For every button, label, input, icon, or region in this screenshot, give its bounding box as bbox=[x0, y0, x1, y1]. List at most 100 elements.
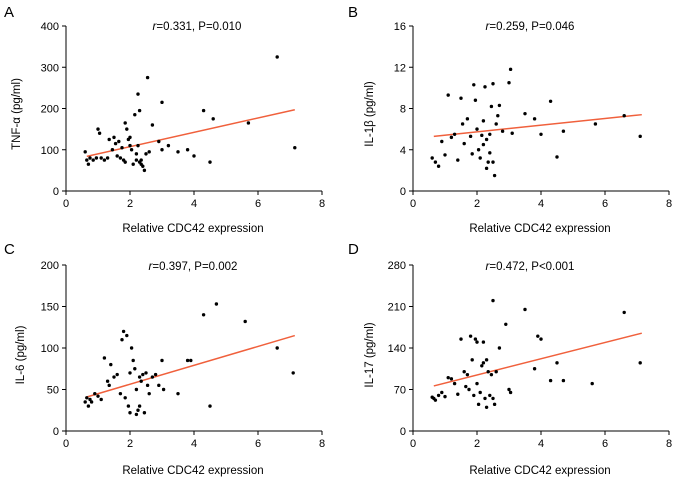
x-tick-label-a: 4 bbox=[191, 198, 197, 210]
data-point-d bbox=[449, 377, 454, 381]
panel-a: A r=0.331, P=0.010 TNF-α (pg/ml) Relativ… bbox=[4, 4, 325, 235]
x-tick-label-a: 2 bbox=[127, 198, 133, 210]
data-point-c bbox=[176, 391, 180, 396]
data-point-a bbox=[160, 148, 164, 152]
x-tick-label-b: 6 bbox=[602, 198, 608, 210]
x-axis-title-a: Relative CDC42 expression bbox=[122, 223, 263, 235]
x-tick-label-a: 6 bbox=[255, 198, 261, 210]
data-point-b bbox=[478, 156, 482, 160]
panel-c: C r=0.397, P=0.002 IL-6 (pg/ml) Relative… bbox=[4, 241, 325, 477]
data-point-c bbox=[96, 394, 100, 398]
data-point-d bbox=[489, 372, 494, 377]
panel-b: B r=0.259, P=0.046 IL-1β (pg/ml) Relativ… bbox=[348, 4, 672, 235]
x-tick-label-b: 4 bbox=[538, 198, 544, 210]
data-point-b bbox=[480, 133, 484, 138]
y-tick-label-b: 12 bbox=[394, 62, 406, 74]
x-tick-label-d: 6 bbox=[602, 438, 608, 450]
x-tick-label-c: 0 bbox=[63, 438, 69, 450]
data-point-b bbox=[452, 132, 457, 136]
data-point-a bbox=[275, 55, 279, 59]
data-point-b bbox=[484, 137, 489, 142]
data-point-d bbox=[523, 307, 527, 312]
y-axis-title-a: TNF-α (pg/ml) bbox=[11, 78, 23, 150]
data-point-c bbox=[121, 329, 126, 334]
data-point-a bbox=[157, 139, 161, 144]
y-tick-label-d: 0 bbox=[400, 426, 406, 438]
data-point-b bbox=[488, 132, 492, 136]
data-point-b bbox=[508, 67, 513, 72]
data-point-b bbox=[440, 139, 444, 144]
data-point-a bbox=[147, 150, 151, 154]
data-point-c bbox=[128, 371, 132, 375]
data-point-d bbox=[478, 390, 482, 395]
data-point-b bbox=[497, 103, 502, 108]
data-point-b bbox=[476, 148, 481, 152]
data-point-b bbox=[494, 122, 498, 126]
y-axis-title-d: IL-17 (pg/ml) bbox=[364, 322, 376, 387]
y-tick-label-d: 70 bbox=[394, 385, 406, 397]
data-point-c bbox=[185, 358, 190, 363]
trend-line-d bbox=[433, 332, 642, 387]
data-point-d bbox=[622, 310, 626, 315]
data-point-a bbox=[208, 160, 212, 164]
data-point-c bbox=[134, 387, 139, 392]
data-point-b bbox=[483, 85, 487, 89]
y-tick-label-a: 0 bbox=[53, 186, 59, 198]
data-point-d bbox=[475, 340, 479, 344]
data-point-a bbox=[91, 158, 95, 162]
data-point-a bbox=[123, 121, 127, 125]
y-tick-label-b: 8 bbox=[400, 104, 406, 116]
data-point-d bbox=[481, 340, 486, 344]
data-point-a bbox=[141, 164, 145, 168]
data-point-d bbox=[494, 370, 498, 374]
data-point-c bbox=[86, 404, 91, 408]
data-point-d bbox=[555, 361, 559, 365]
data-point-d bbox=[464, 384, 468, 389]
data-point-c bbox=[137, 375, 142, 379]
data-point-b bbox=[491, 82, 495, 86]
data-point-a bbox=[96, 127, 100, 131]
data-point-c bbox=[275, 346, 279, 350]
data-point-a bbox=[129, 148, 134, 152]
data-point-b bbox=[555, 155, 559, 159]
x-axis-title-c: Relative CDC42 expression bbox=[122, 465, 263, 477]
data-point-b bbox=[462, 141, 466, 146]
data-point-a bbox=[118, 156, 123, 160]
panel-letter-a: A bbox=[4, 4, 14, 21]
data-point-d bbox=[440, 390, 444, 395]
data-point-b bbox=[593, 122, 598, 126]
data-point-b bbox=[510, 131, 514, 135]
data-point-a bbox=[125, 127, 129, 131]
data-point-d bbox=[491, 298, 495, 303]
x-axis-title-d: Relative CDC42 expression bbox=[469, 465, 610, 477]
data-point-b bbox=[622, 114, 626, 118]
y-tick-label-b: 4 bbox=[400, 145, 406, 157]
data-point-d bbox=[638, 361, 642, 365]
data-point-b bbox=[430, 156, 434, 160]
data-point-a bbox=[117, 139, 121, 144]
data-point-d bbox=[456, 392, 460, 396]
x-tick-label-d: 8 bbox=[666, 438, 672, 450]
stats-annotation-c: r=0.397, P=0.002 bbox=[149, 261, 238, 273]
x-tick-label-d: 4 bbox=[538, 438, 544, 450]
data-point-d bbox=[436, 393, 441, 398]
data-point-d bbox=[539, 337, 543, 341]
x-tick-label-c: 6 bbox=[255, 438, 261, 450]
data-point-b bbox=[459, 96, 463, 100]
data-point-a bbox=[142, 168, 147, 173]
data-point-b bbox=[446, 93, 450, 97]
x-tick-label-b: 0 bbox=[410, 198, 416, 210]
data-point-c bbox=[136, 408, 140, 412]
data-marks-c: 0 50 100 150 200 0 2 4 6 8 bbox=[41, 260, 325, 450]
data-point-d bbox=[462, 370, 466, 374]
data-point-a bbox=[128, 143, 132, 148]
data-point-c bbox=[153, 372, 158, 377]
data-point-d bbox=[491, 396, 495, 401]
data-point-a bbox=[88, 156, 92, 160]
y-axis-title-b: IL-1β (pg/ml) bbox=[364, 81, 376, 147]
data-point-d bbox=[465, 372, 470, 377]
data-point-b bbox=[500, 129, 505, 133]
data-point-a bbox=[211, 117, 215, 121]
y-tick-label-d: 210 bbox=[388, 302, 406, 314]
data-point-a bbox=[83, 150, 87, 154]
